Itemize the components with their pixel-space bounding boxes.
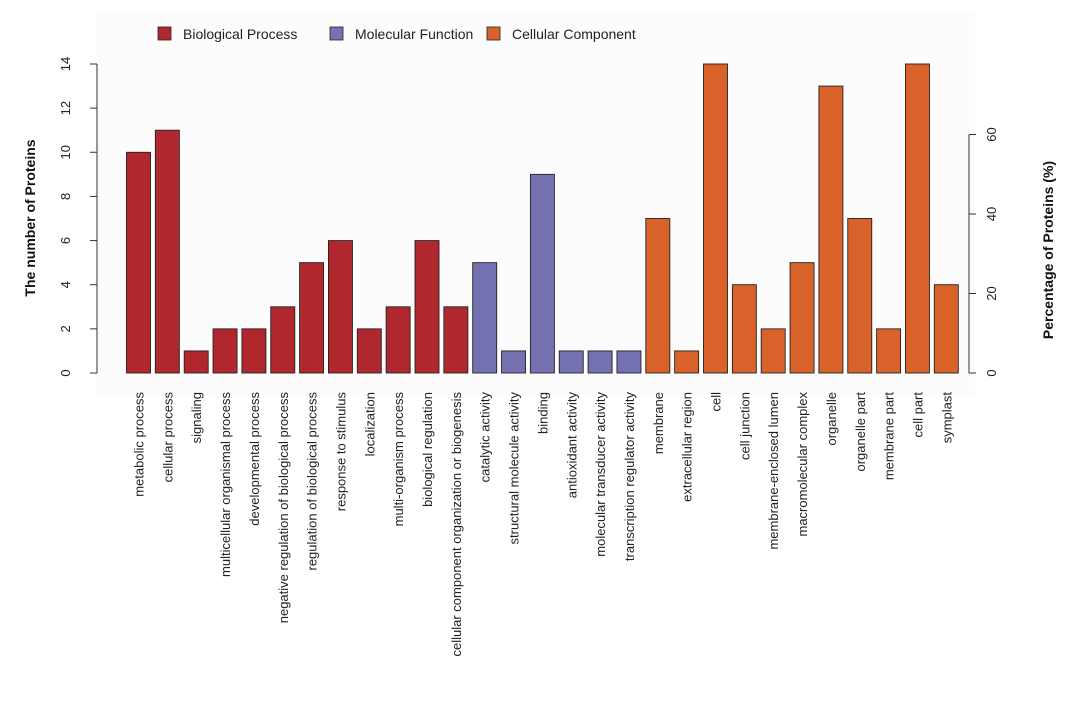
y-tick-label-right: 20 [984, 286, 999, 300]
bar [876, 328, 902, 374]
bar [328, 240, 353, 374]
bar [818, 85, 844, 374]
bar [847, 218, 873, 374]
bar [645, 218, 671, 374]
bar [587, 350, 613, 374]
y-tick-label-left: 2 [58, 325, 73, 332]
x-tick-label: response to stimulus [333, 392, 348, 512]
bar [183, 350, 209, 374]
legend-swatch [486, 26, 501, 41]
y-axis-title-right: Percentage of Proteins (%) [1040, 161, 1056, 339]
y-tick-label-left: 14 [58, 57, 73, 71]
x-tick-label: membrane [651, 392, 666, 454]
bar [558, 350, 584, 374]
y-tick-label-right: 60 [984, 127, 999, 141]
legend: Biological Process Molecular Function Cell… [157, 26, 636, 42]
x-tick-label: extracellular region [680, 392, 695, 502]
y-tick-label-right: 0 [984, 369, 999, 376]
y-axis-title-left: The number of Proteins [22, 139, 38, 296]
x-tick-label: antioxidant activity [564, 392, 579, 499]
y-tick-label-left: 6 [58, 237, 73, 244]
legend-label: Molecular Function [355, 26, 473, 42]
y-tick-label-left: 4 [58, 281, 73, 288]
bars-group [126, 63, 959, 374]
bar [356, 328, 382, 374]
bar [616, 350, 642, 374]
x-tick-label: symplast [939, 392, 954, 444]
bar [443, 306, 469, 374]
x-tick-label: cell part [910, 392, 925, 438]
bar [126, 151, 151, 374]
x-tick-label: multicellular organismal process [218, 392, 233, 577]
bar [385, 306, 411, 374]
y-tick-label-left: 8 [58, 193, 73, 200]
legend-label: Biological Process [183, 26, 297, 42]
y-axis-right: 0 20 40 60 [968, 127, 999, 377]
bar [529, 173, 555, 374]
bar [299, 262, 325, 374]
y-tick-label-right: 40 [984, 207, 999, 221]
bar [414, 240, 440, 374]
bar [212, 328, 238, 374]
bar [789, 262, 815, 374]
x-tick-label: membrane part [882, 392, 897, 481]
x-tick-label: localization [362, 392, 377, 456]
x-tick-label: molecular transducer activity [593, 392, 608, 557]
bar [154, 129, 180, 374]
x-tick-label: transcription regulator activity [622, 392, 637, 562]
bar [933, 284, 959, 374]
x-tick-label: negative regulation of biological proces… [276, 392, 291, 624]
x-tick-label: membrane-enclosed lumen [766, 392, 781, 550]
x-tick-label: developmental process [247, 392, 262, 526]
y-tick-label-left: 10 [58, 145, 73, 159]
bar [674, 350, 700, 374]
x-tick-label: binding [535, 392, 550, 434]
x-tick-label: biological regulation [420, 392, 435, 507]
bar [501, 350, 526, 374]
y-tick-label-left: 12 [58, 101, 73, 115]
x-axis-labels: metabolic process cellular process signali… [132, 392, 955, 657]
legend-swatch [329, 26, 344, 41]
bar [270, 306, 296, 374]
bar [731, 284, 757, 374]
x-tick-label: cell [709, 392, 724, 412]
x-tick-label: metabolic process [132, 392, 147, 497]
x-tick-label: cellular process [160, 392, 175, 483]
x-tick-label: macromolecular complex [795, 392, 810, 537]
legend-swatch [157, 26, 172, 41]
y-tick-label-left: 0 [58, 369, 73, 376]
bar [905, 63, 930, 374]
x-tick-label: cell junction [737, 392, 752, 460]
x-tick-label: multi-organism process [391, 392, 406, 527]
y-axis-left: 0 2 4 6 8 10 12 14 [58, 57, 98, 377]
x-tick-label: structural molecule activity [507, 392, 522, 545]
bar [241, 328, 267, 374]
bar [703, 63, 728, 374]
x-tick-label: organelle part [853, 392, 868, 472]
x-tick-label: catalytic activity [478, 392, 493, 483]
legend-label: Cellular Component [512, 26, 636, 42]
x-tick-label: regulation of biological process [305, 392, 320, 571]
bar [760, 328, 786, 374]
x-tick-label: cellular component organization or bioge… [449, 392, 464, 657]
x-tick-label: organelle [824, 392, 839, 446]
bar [472, 262, 498, 374]
x-tick-label: signaling [189, 392, 204, 443]
